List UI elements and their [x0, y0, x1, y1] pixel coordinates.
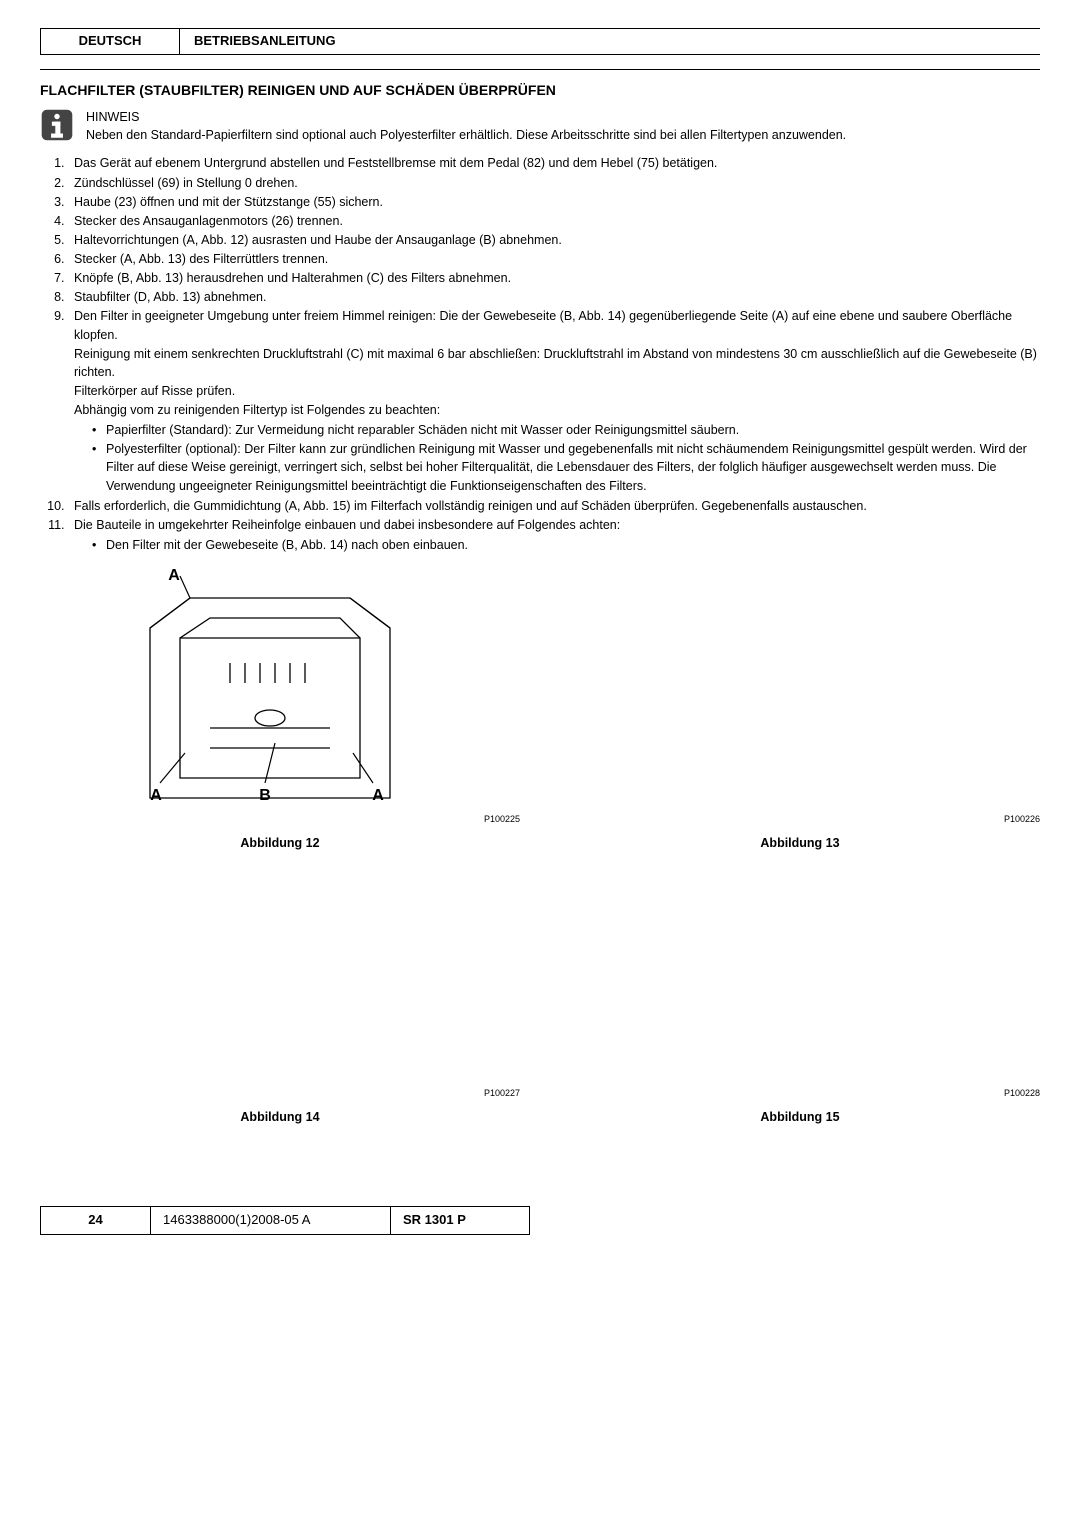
figures-row-1: A A B A P100225 Abbildung 12 P100226 Abb… — [40, 568, 1040, 852]
step-5: Haltevorrichtungen (A, Abb. 12) ausraste… — [68, 231, 1040, 249]
footer-spacer — [530, 1206, 1040, 1235]
footer-model: SR 1301 P — [390, 1206, 530, 1235]
step-2: Zündschlüssel (69) in Stellung 0 drehen. — [68, 174, 1040, 192]
footer-page-number: 24 — [40, 1206, 150, 1235]
figure-14: P100227 Abbildung 14 — [40, 892, 520, 1126]
fig12-label-A-left: A — [150, 787, 162, 804]
step-7: Knöpfe (B, Abb. 13) herausdrehen und Hal… — [68, 269, 1040, 287]
info-icon — [40, 108, 74, 142]
figure-15-code: P100228 — [1004, 1087, 1040, 1100]
page-header: DEUTSCH BETRIEBSANLEITUNG — [40, 28, 1040, 55]
step-3: Haube (23) öffnen und mit der Stützstang… — [68, 193, 1040, 211]
step-11-text: Die Bauteile in umgekehrter Reiheinfolge… — [74, 518, 620, 532]
step-11: Die Bauteile in umgekehrter Reiheinfolge… — [68, 516, 1040, 554]
figure-13-image: P100226 — [560, 568, 1040, 828]
header-language: DEUTSCH — [40, 28, 180, 55]
step-11-bullet-1: Den Filter mit der Gewebeseite (B, Abb. … — [92, 536, 1040, 554]
figure-12: A A B A P100225 Abbildung 12 — [40, 568, 520, 852]
hinweis-block: HINWEIS Neben den Standard-Papierﬁltern … — [40, 108, 1040, 144]
figure-14-image: P100227 — [40, 892, 520, 1102]
fig12-label-B: B — [259, 787, 271, 804]
step-9-line-c: Filterkörper auf Risse prüfen. — [74, 382, 1040, 400]
hinweis-label: HINWEIS — [86, 108, 846, 126]
header-doc-type: BETRIEBSANLEITUNG — [180, 28, 1040, 55]
step-8: Staubﬁlter (D, Abb. 13) abnehmen. — [68, 288, 1040, 306]
step-1: Das Gerät auf ebenem Untergrund abstelle… — [68, 154, 1040, 172]
figure-12-image: A A B A P100225 — [40, 568, 520, 828]
figures-row-2: P100227 Abbildung 14 P100228 Abbildung 1… — [40, 892, 1040, 1126]
figure-12-code: P100225 — [484, 813, 520, 826]
figure-13-code: P100226 — [1004, 813, 1040, 826]
figure-13: P100226 Abbildung 13 — [560, 568, 1040, 852]
step-11-sublist: Den Filter mit der Gewebeseite (B, Abb. … — [74, 536, 1040, 554]
figure-13-caption: Abbildung 13 — [560, 834, 1040, 852]
step-9-line-d: Abhängig vom zu reinigenden Filtertyp is… — [74, 401, 1040, 419]
figure-15: P100228 Abbildung 15 — [560, 892, 1040, 1126]
hinweis-body: Neben den Standard-Papierﬁltern sind opt… — [86, 128, 846, 142]
step-9-bullet-2: Polyesterﬁlter (optional): Der Filter ka… — [92, 440, 1040, 494]
figure-12-svg: A A B A — [90, 568, 470, 828]
step-10: Falls erforderlich, die Gummidichtung (A… — [68, 497, 1040, 515]
hinweis-text: HINWEIS Neben den Standard-Papierﬁltern … — [86, 108, 846, 144]
fig12-label-A-right: A — [372, 787, 384, 804]
figure-14-caption: Abbildung 14 — [40, 1108, 520, 1126]
figure-15-image: P100228 — [560, 892, 1040, 1102]
step-9-line-b: Reinigung mit einem senkrechten Druckluf… — [74, 345, 1040, 381]
step-9-line-a: Den Filter in geeigneter Umgebung unter … — [74, 309, 1012, 341]
figure-12-caption: Abbildung 12 — [40, 834, 520, 852]
step-9-bullet-1: Papierﬁlter (Standard): Zur Vermeidung n… — [92, 421, 1040, 439]
step-9-sublist: Papierﬁlter (Standard): Zur Vermeidung n… — [74, 421, 1040, 495]
section-title: FLACHFILTER (STAUBFILTER) REINIGEN UND A… — [40, 69, 1040, 100]
figure-15-caption: Abbildung 15 — [560, 1108, 1040, 1126]
step-4: Stecker des Ansauganlagenmotors (26) tre… — [68, 212, 1040, 230]
fig12-label-A-top: A — [168, 568, 180, 584]
step-9: Den Filter in geeigneter Umgebung unter … — [68, 307, 1040, 494]
figure-14-code: P100227 — [484, 1087, 520, 1100]
page-footer: 24 1463388000(1)2008-05 A SR 1301 P — [40, 1206, 1040, 1235]
footer-doc-id: 1463388000(1)2008-05 A — [150, 1206, 390, 1235]
instruction-list: Das Gerät auf ebenem Untergrund abstelle… — [40, 154, 1040, 554]
step-6: Stecker (A, Abb. 13) des Filterrüttlers … — [68, 250, 1040, 268]
